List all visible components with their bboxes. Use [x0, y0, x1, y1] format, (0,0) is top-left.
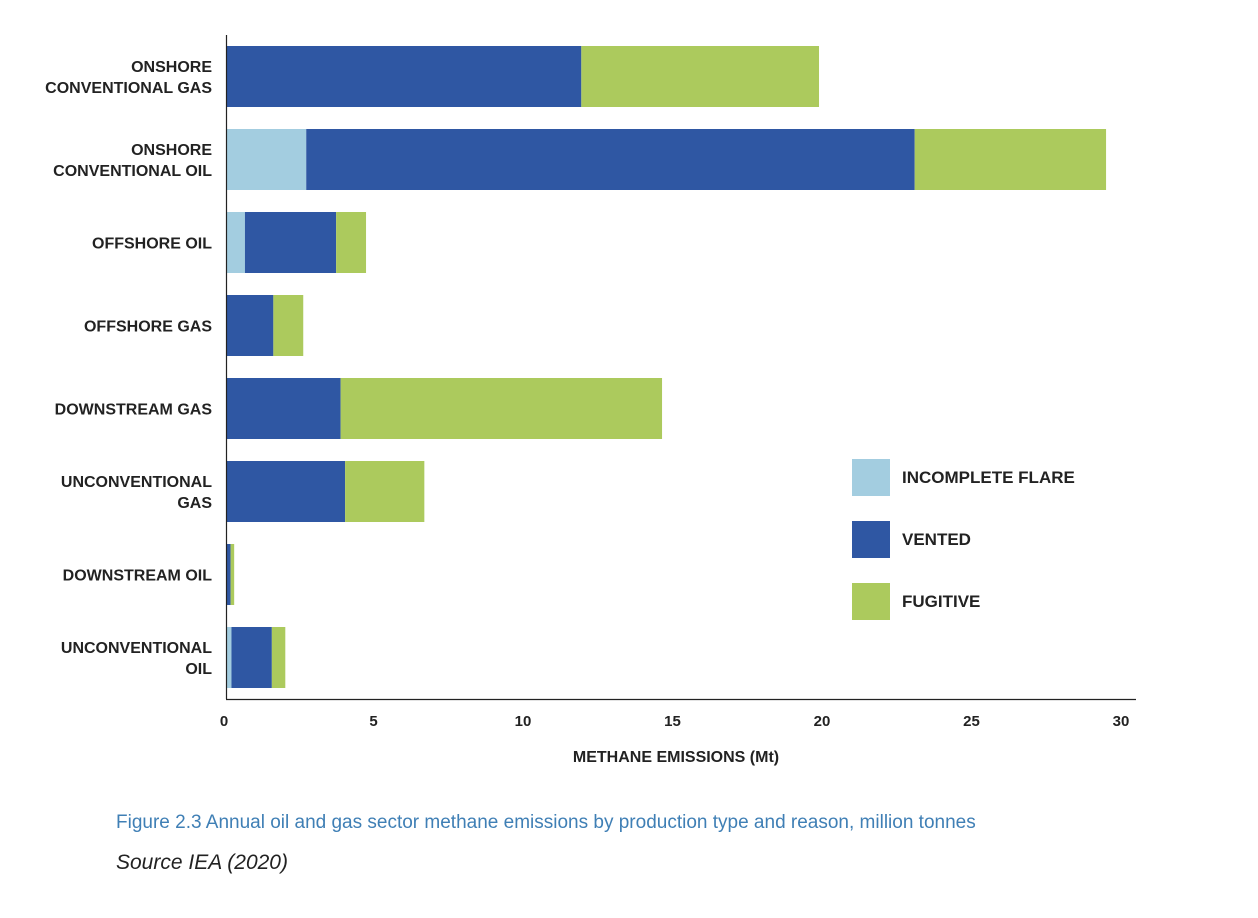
bar-segment-incomplete-flare: [227, 627, 232, 688]
x-tick-label: 30: [1113, 713, 1130, 730]
source-note: Source IEA (2020): [116, 851, 288, 874]
bar-segment-fugitive: [336, 212, 367, 273]
bar-segment-vented: [227, 46, 582, 107]
category-label: OFFSHORE GAS: [84, 319, 212, 336]
x-tick-label: 5: [369, 713, 377, 730]
category-label: ONSHORE CONVENTIONAL GAS: [45, 59, 212, 97]
x-tick-label: 25: [963, 713, 980, 730]
bar-segment-fugitive: [271, 627, 286, 688]
bar-segment-vented: [227, 378, 341, 439]
figure-caption: Figure 2.3 Annual oil and gas sector met…: [116, 812, 976, 833]
bar-segment-fugitive: [581, 46, 820, 107]
legend-swatch: [852, 459, 890, 496]
bar-segment-fugitive: [345, 461, 425, 522]
legend-label: FUGITIVE: [902, 592, 980, 611]
legend-swatch: [852, 521, 890, 558]
category-labels: ONSHORE CONVENTIONAL GAS ONSHORE CONVENTION…: [45, 59, 212, 678]
category-label: OFFSHORE OIL: [92, 236, 212, 253]
x-tick-label: 20: [814, 713, 831, 730]
bar-segment-fugitive: [340, 378, 663, 439]
x-axis-title: METHANE EMISSIONS (Mt): [573, 749, 779, 766]
legend: INCOMPLETE FLARE VENTED FUGITIVE: [852, 459, 1075, 620]
bar-segment-fugitive: [273, 295, 304, 356]
bar-segment-vented: [227, 544, 231, 605]
legend-label: INCOMPLETE FLARE: [902, 468, 1075, 487]
category-label: DOWNSTREAM OIL: [63, 568, 213, 585]
x-tick-label: 10: [515, 713, 532, 730]
bar-segment-vented: [227, 295, 274, 356]
category-label: DOWNSTREAM GAS: [55, 402, 213, 419]
legend-label: VENTED: [902, 530, 971, 549]
x-tick-label: 0: [220, 713, 228, 730]
x-tick-label: 15: [664, 713, 681, 730]
bar-segment-fugitive: [914, 129, 1107, 190]
bar-segment-vented: [227, 461, 346, 522]
category-label: ONSHORE CONVENTIONAL OIL: [53, 142, 212, 180]
category-label: UNCONVENTIONAL GAS: [61, 474, 212, 512]
x-tick-labels: 0 5 10 15 20 25 30: [220, 713, 1130, 730]
bar-segment-incomplete-flare: [227, 212, 245, 273]
bar-segment-vented: [244, 212, 337, 273]
bar-segment-vented: [231, 627, 272, 688]
bar-group: [227, 46, 1107, 688]
category-label: UNCONVENTIONAL OIL: [61, 640, 212, 678]
bar-segment-vented: [306, 129, 915, 190]
bar-segment-fugitive: [230, 544, 235, 605]
methane-emissions-chart: ONSHORE CONVENTIONAL GAS ONSHORE CONVENTION…: [45, 35, 1136, 766]
legend-swatch: [852, 583, 890, 620]
bar-segment-incomplete-flare: [227, 129, 307, 190]
